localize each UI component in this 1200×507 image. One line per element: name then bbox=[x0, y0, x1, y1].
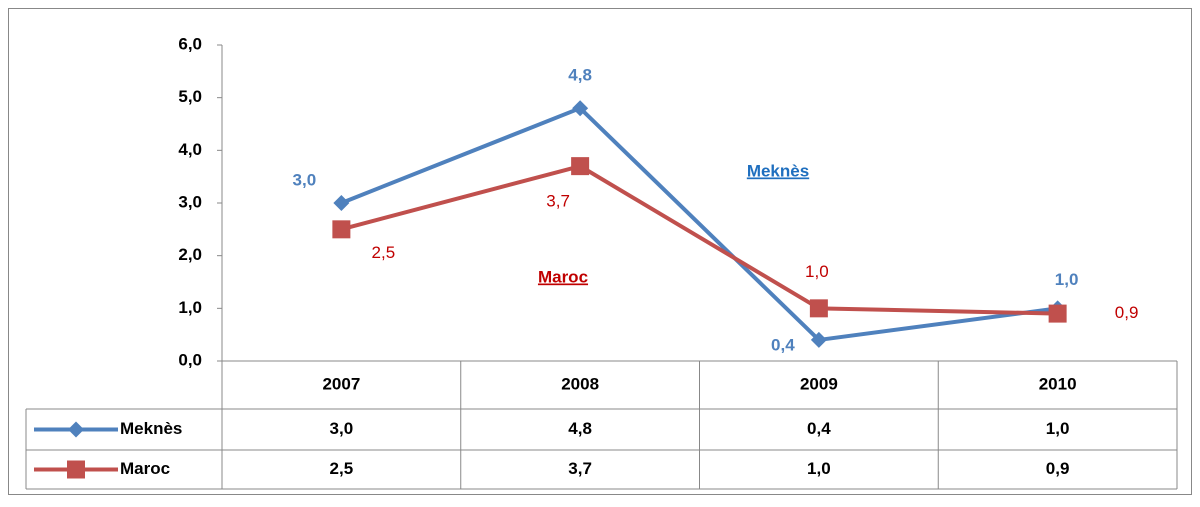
legend-marker bbox=[67, 460, 85, 479]
point bbox=[332, 220, 351, 239]
table-cell: 0,9 bbox=[1046, 459, 1070, 478]
table-cell: 1,0 bbox=[1046, 419, 1070, 438]
point bbox=[571, 157, 590, 176]
data-label: 1,0 bbox=[1055, 270, 1079, 289]
x-tick-label: 2008 bbox=[561, 374, 599, 393]
legend-marker bbox=[68, 421, 84, 438]
data-label: 3,7 bbox=[546, 192, 570, 211]
data-label: 4,8 bbox=[568, 66, 592, 85]
data-label: 0,4 bbox=[771, 335, 795, 354]
table-cell: 1,0 bbox=[807, 459, 831, 478]
x-tick-label: 2010 bbox=[1039, 374, 1077, 393]
table-cell: 2,5 bbox=[330, 459, 354, 478]
data-label: 0,9 bbox=[1115, 303, 1139, 322]
table-cell: 0,4 bbox=[807, 419, 831, 438]
y-tick-label: 2,0 bbox=[178, 245, 202, 264]
y-tick-label: 6,0 bbox=[178, 34, 202, 53]
x-tick-label: 2009 bbox=[800, 374, 838, 393]
point bbox=[572, 100, 589, 117]
legend-label: Maroc bbox=[120, 459, 170, 478]
y-tick-label: 3,0 bbox=[178, 192, 202, 211]
table-cell: 4,8 bbox=[568, 419, 592, 438]
table-cell: 3,0 bbox=[330, 419, 354, 438]
series-annotation: Meknès bbox=[747, 161, 809, 180]
point bbox=[810, 331, 827, 348]
data-label: 3,0 bbox=[293, 170, 317, 189]
series-line bbox=[340, 106, 1058, 342]
data-label: 1,0 bbox=[805, 262, 829, 281]
data-label: 2,5 bbox=[372, 243, 396, 262]
y-tick-label: 4,0 bbox=[178, 140, 202, 159]
x-tick-label: 2007 bbox=[322, 374, 360, 393]
point bbox=[809, 299, 828, 318]
y-tick-label: 1,0 bbox=[178, 298, 202, 317]
series-line bbox=[340, 164, 1058, 316]
legend-label: Meknès bbox=[120, 419, 182, 438]
y-tick-label: 0,0 bbox=[178, 350, 202, 369]
point bbox=[333, 195, 350, 211]
table-cell: 3,7 bbox=[568, 459, 592, 478]
series-annotation: Maroc bbox=[538, 267, 588, 286]
chart-border bbox=[8, 8, 1192, 495]
point bbox=[1048, 304, 1067, 323]
y-tick-label: 5,0 bbox=[178, 87, 202, 106]
